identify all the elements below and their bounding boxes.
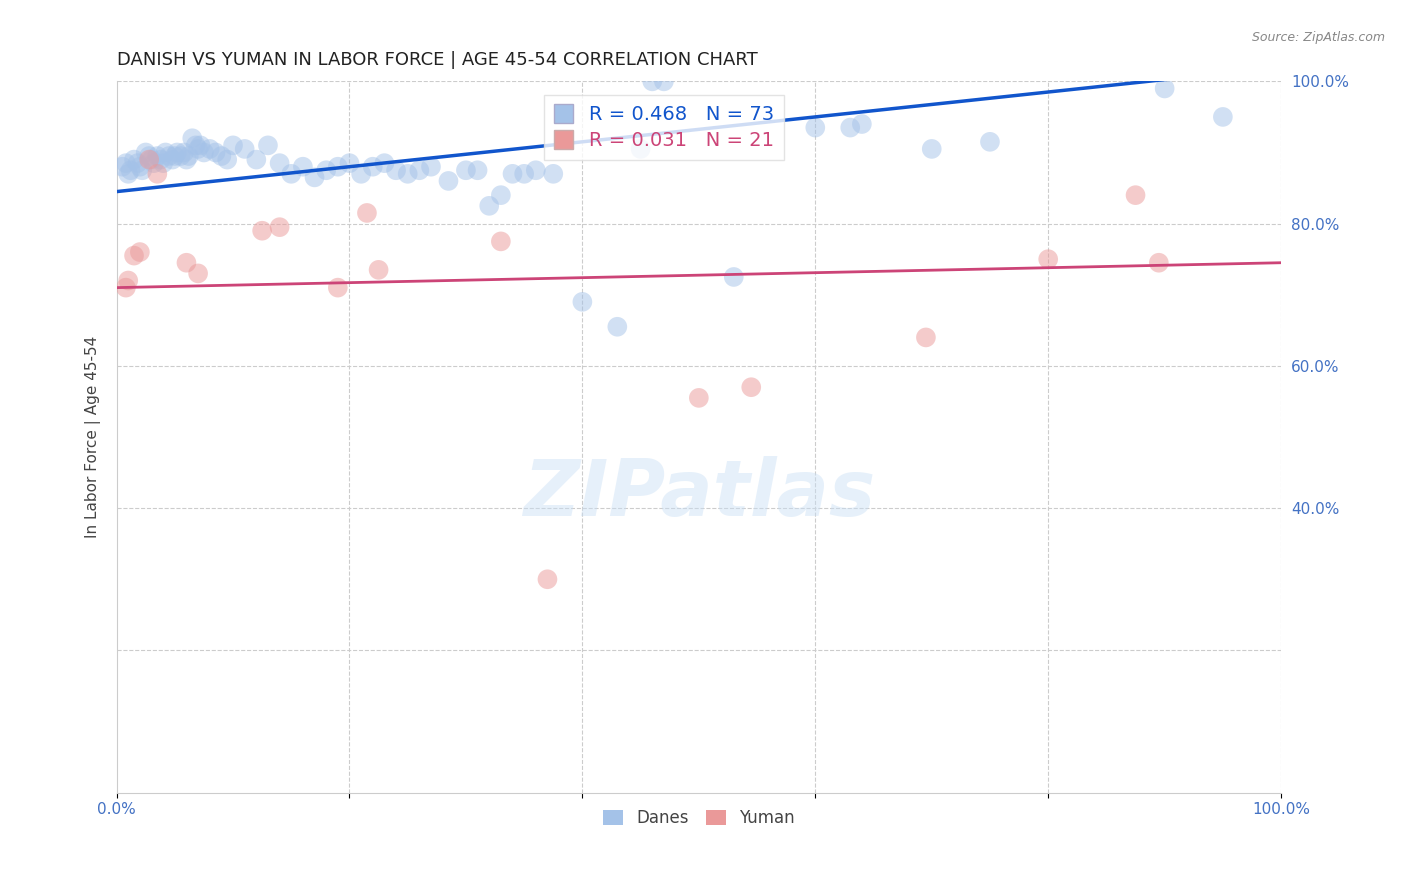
Point: [350, 167, 373, 181]
Point: [181, 131, 204, 145]
Point: [187, 267, 209, 281]
Point: [117, 167, 139, 181]
Point: [326, 280, 349, 294]
Point: [198, 142, 221, 156]
Point: [478, 199, 501, 213]
Point: [155, 145, 177, 160]
Point: [245, 153, 267, 167]
Point: [128, 245, 150, 260]
Point: [120, 163, 142, 178]
Point: [127, 156, 149, 170]
Point: [420, 160, 443, 174]
Point: [408, 163, 430, 178]
Text: DANISH VS YUMAN IN LABOR FORCE | AGE 45-54 CORRELATION CHART: DANISH VS YUMAN IN LABOR FORCE | AGE 45-…: [117, 51, 758, 69]
Point: [115, 280, 138, 294]
Point: [193, 145, 215, 160]
Point: [641, 74, 664, 88]
Point: [280, 167, 302, 181]
Point: [489, 188, 512, 202]
Y-axis label: In Labor Force | Age 45-54: In Labor Force | Age 45-54: [86, 336, 101, 538]
Point: [921, 142, 943, 156]
Point: [173, 145, 195, 160]
Point: [176, 153, 198, 167]
Point: [839, 120, 862, 135]
Point: [571, 294, 593, 309]
Point: [149, 153, 172, 167]
Point: [367, 263, 389, 277]
Point: [630, 142, 652, 156]
Point: [851, 117, 873, 131]
Point: [166, 145, 188, 160]
Point: [1038, 252, 1060, 267]
Point: [233, 142, 256, 156]
Point: [489, 235, 512, 249]
Point: [146, 167, 169, 181]
Point: [257, 138, 280, 153]
Point: [315, 163, 337, 178]
Point: [163, 149, 186, 163]
Text: Source: ZipAtlas.com: Source: ZipAtlas.com: [1251, 31, 1385, 45]
Point: [1212, 110, 1234, 124]
Point: [396, 167, 419, 181]
Point: [115, 156, 138, 170]
Point: [162, 153, 184, 167]
Point: [1147, 256, 1170, 270]
Point: [437, 174, 460, 188]
Point: [176, 256, 198, 270]
Point: [373, 156, 395, 170]
Point: [385, 163, 408, 178]
Point: [502, 167, 524, 181]
Point: [117, 273, 139, 287]
Point: [467, 163, 489, 178]
Point: [122, 249, 145, 263]
Point: [152, 156, 174, 170]
Legend: Danes, Yuman: Danes, Yuman: [596, 803, 801, 834]
Point: [122, 153, 145, 167]
Point: [688, 391, 710, 405]
Point: [157, 149, 180, 163]
Point: [138, 149, 160, 163]
Text: ZIPatlas: ZIPatlas: [523, 456, 875, 532]
Point: [217, 153, 239, 167]
Point: [804, 120, 827, 135]
Point: [740, 380, 762, 394]
Point: [304, 170, 326, 185]
Point: [454, 163, 477, 178]
Point: [1125, 188, 1147, 202]
Point: [131, 163, 153, 178]
Point: [142, 156, 165, 170]
Point: [979, 135, 1001, 149]
Point: [146, 149, 169, 163]
Point: [536, 572, 558, 586]
Point: [723, 269, 745, 284]
Point: [204, 145, 226, 160]
Point: [269, 220, 291, 235]
Point: [135, 145, 157, 160]
Point: [513, 167, 536, 181]
Point: [269, 156, 291, 170]
Point: [190, 138, 212, 153]
Point: [361, 160, 384, 174]
Point: [128, 160, 150, 174]
Point: [356, 206, 378, 220]
Point: [652, 74, 675, 88]
Point: [291, 160, 314, 174]
Point: [209, 149, 232, 163]
Point: [169, 149, 191, 163]
Point: [326, 160, 349, 174]
Point: [915, 330, 938, 344]
Point: [141, 153, 163, 167]
Point: [138, 153, 160, 167]
Point: [339, 156, 361, 170]
Point: [250, 224, 273, 238]
Point: [111, 160, 134, 174]
Point: [606, 319, 628, 334]
Point: [184, 138, 207, 153]
Point: [177, 149, 200, 163]
Point: [543, 167, 565, 181]
Point: [1153, 81, 1175, 95]
Point: [187, 142, 209, 156]
Point: [524, 163, 547, 178]
Point: [222, 138, 245, 153]
